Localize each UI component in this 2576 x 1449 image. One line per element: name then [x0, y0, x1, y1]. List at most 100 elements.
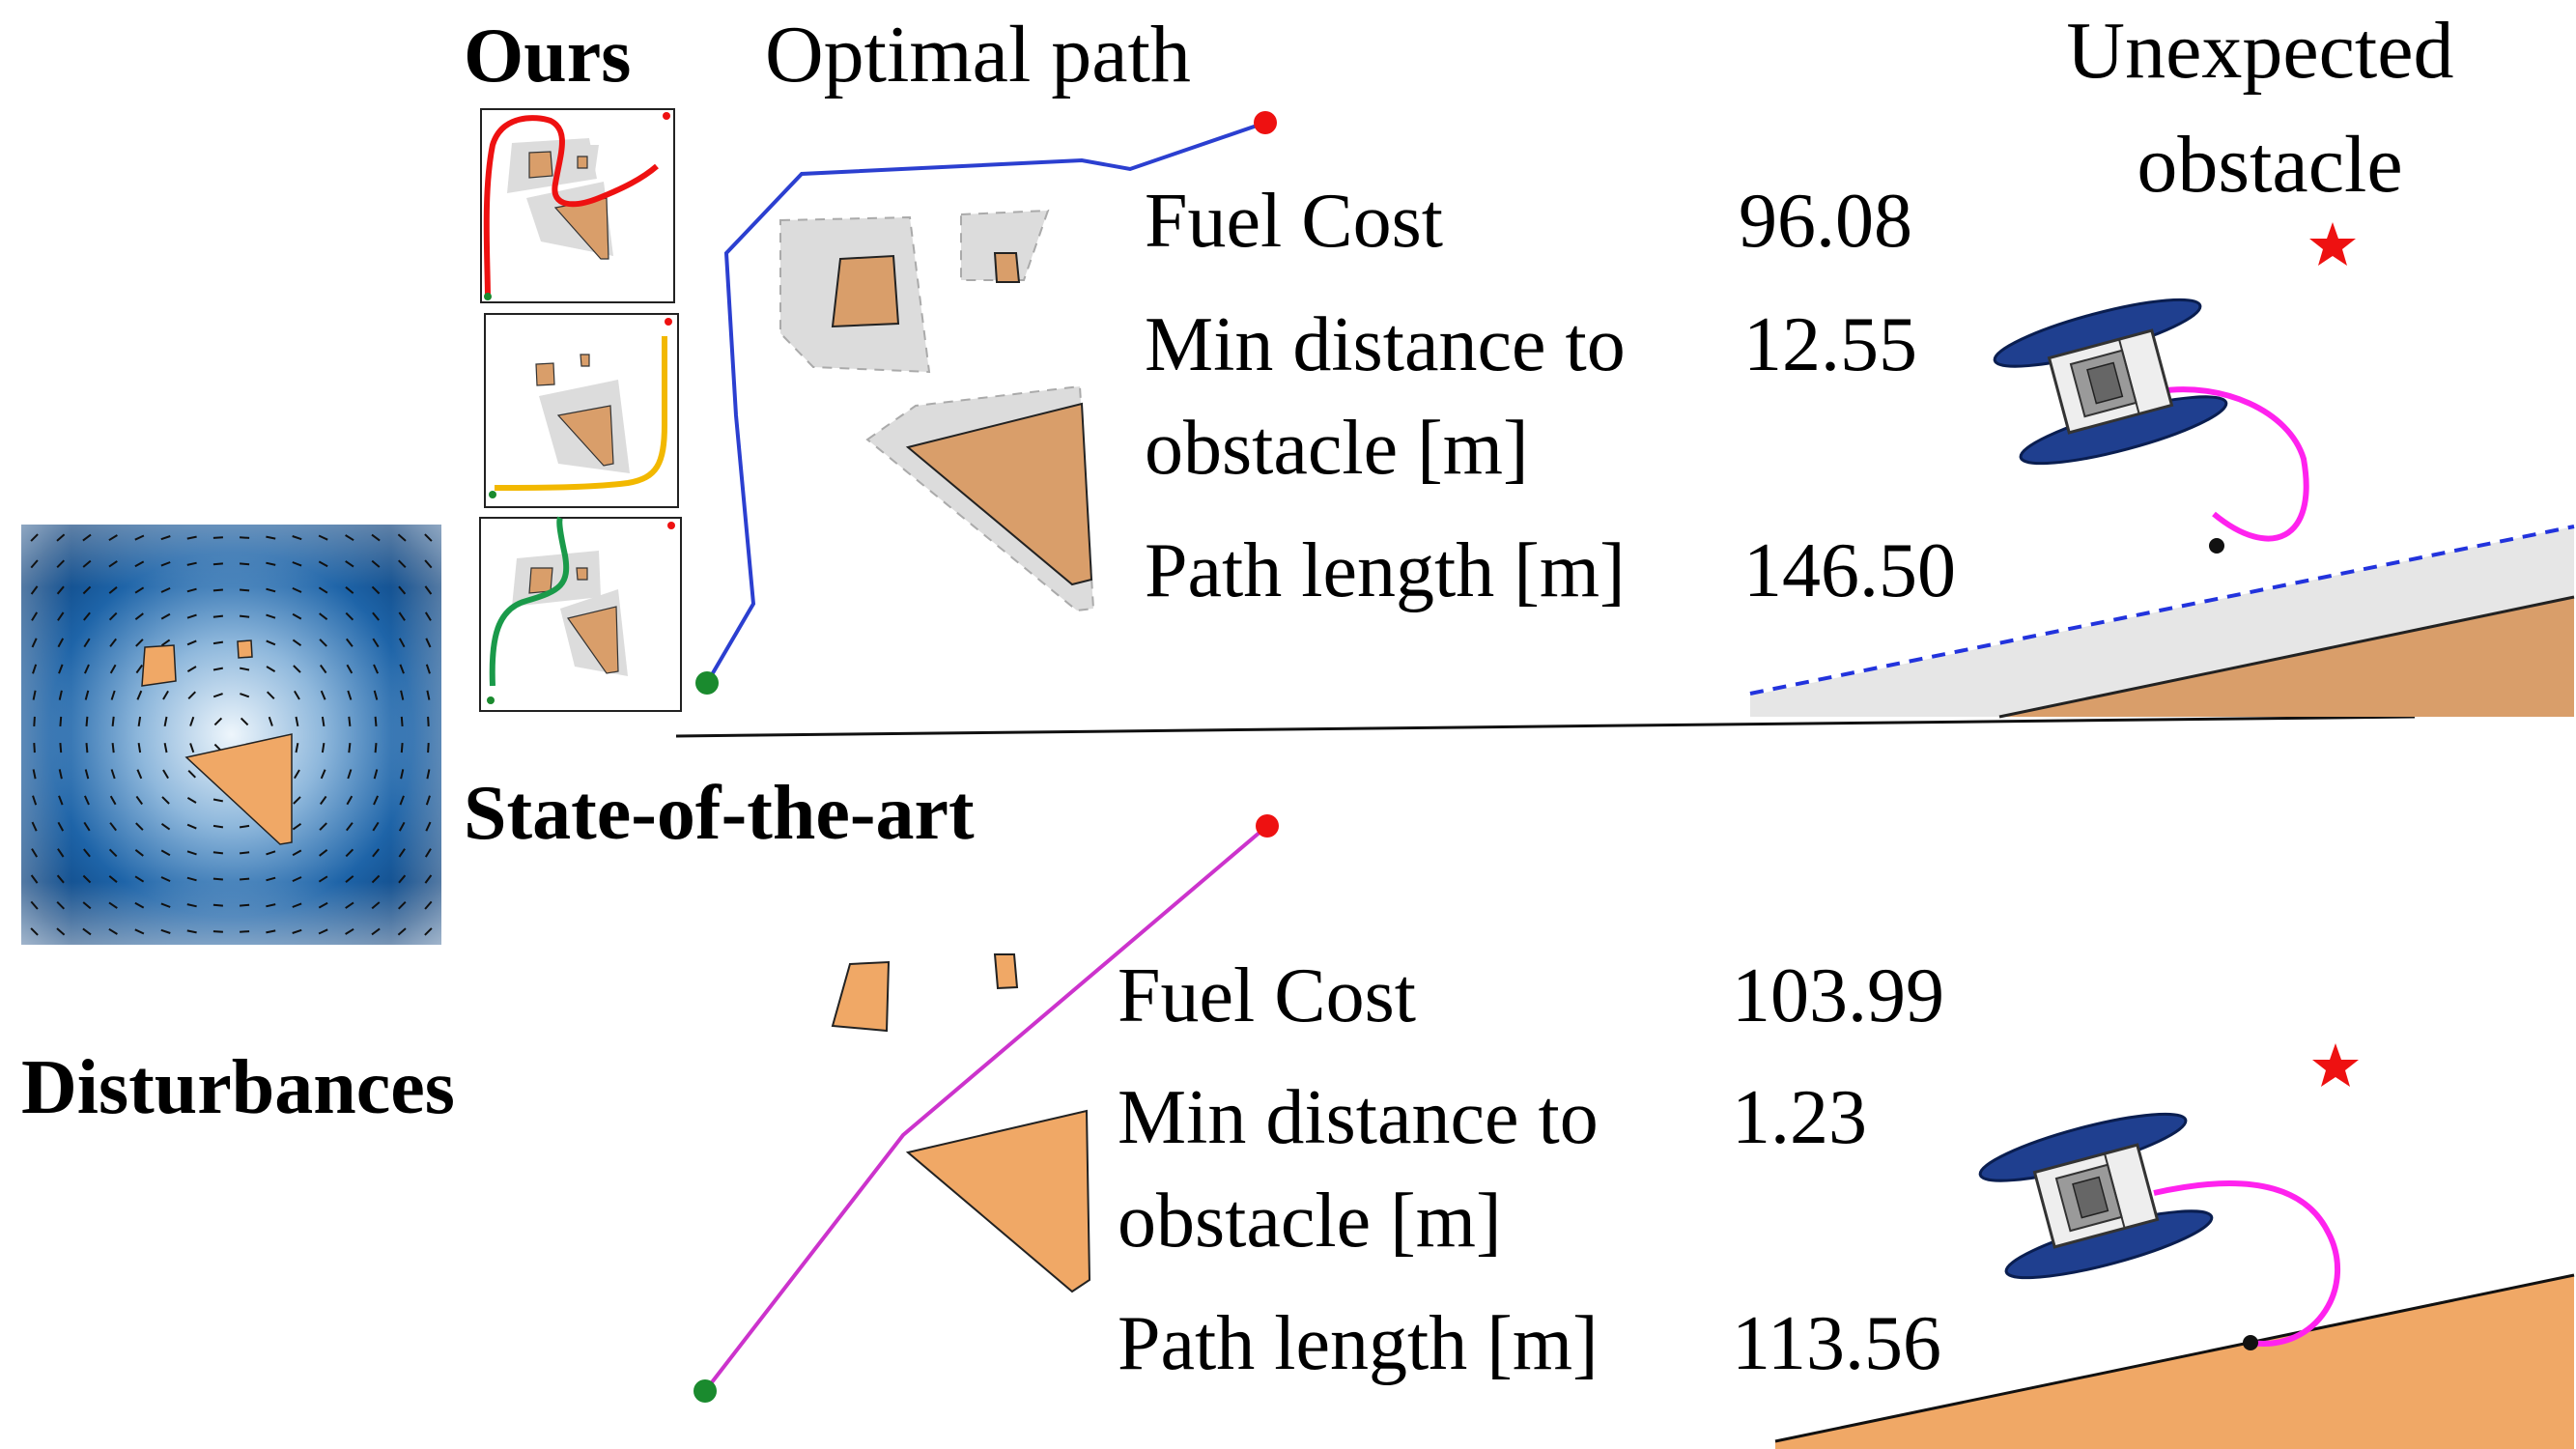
sota-robot-icon	[1978, 1112, 2214, 1280]
vector-arrow	[240, 562, 250, 566]
vector-arrow	[137, 716, 142, 727]
vector-arrow	[266, 876, 276, 882]
vector-arrow	[424, 900, 433, 910]
vector-arrow	[84, 769, 90, 780]
vector-arrow	[82, 585, 92, 595]
obstacle-small-1	[141, 644, 177, 687]
vector-arrow	[294, 769, 300, 780]
vector-arrow	[398, 821, 406, 832]
vector-arrow	[240, 877, 250, 881]
vector-arrow	[58, 795, 64, 806]
vector-arrow	[212, 877, 223, 881]
vector-arrow	[57, 638, 65, 648]
vector-arrow	[160, 612, 171, 620]
obstacle-3	[905, 402, 1093, 586]
vector-arrow	[239, 614, 250, 618]
vector-arrow	[318, 560, 328, 568]
vector-arrow	[30, 585, 39, 595]
vector-arrow	[427, 743, 430, 753]
vector-arrow	[374, 743, 378, 753]
vector-arrow	[397, 559, 407, 569]
vector-arrow	[425, 664, 431, 674]
vector-arrow	[163, 716, 168, 726]
ours-metrics-table: Fuel Cost 96.08 Min distance to 12.55 ob…	[1145, 179, 1956, 613]
sota-path-length-label: Path length [m]	[1118, 1301, 1599, 1386]
vector-arrow	[186, 666, 197, 672]
vector-arrow	[56, 559, 66, 569]
vector-arrow	[371, 585, 381, 595]
vector-arrow	[348, 716, 352, 727]
vector-arrow	[32, 795, 38, 806]
vector-arrow	[371, 874, 381, 884]
vector-arrow	[373, 795, 380, 806]
vector-arrow	[30, 533, 39, 542]
vector-arrow	[424, 874, 433, 884]
vector-arrow	[424, 848, 432, 858]
vector-arrow	[212, 851, 224, 855]
vector-arrow	[187, 691, 197, 700]
vector-arrow	[293, 665, 301, 673]
vector-arrow	[372, 821, 380, 832]
vector-arrow	[292, 876, 302, 883]
vector-arrow	[398, 638, 406, 648]
vector-arrow	[400, 743, 404, 753]
vector-arrow	[109, 638, 117, 647]
vector-arrow	[345, 534, 354, 542]
sota-min-distance-value: 1.23	[1732, 1075, 1867, 1160]
vector-arrow	[82, 559, 92, 568]
vector-arrow	[160, 902, 171, 908]
scenario-thumbnail-2	[484, 313, 679, 508]
vector-arrow	[187, 769, 197, 779]
vector-arrow	[266, 561, 276, 566]
vector-arrow	[372, 611, 380, 621]
vector-arrow	[292, 902, 302, 908]
vector-arrow	[186, 850, 197, 856]
vector-arrow	[320, 769, 326, 780]
sota-fuel-cost-value: 103.99	[1732, 953, 1944, 1038]
ours-label: Ours	[464, 14, 631, 99]
vector-arrow	[318, 534, 328, 541]
vector-arrow	[295, 716, 299, 726]
vector-arrow	[82, 874, 92, 884]
vector-arrow	[347, 769, 353, 780]
vector-arrow	[134, 612, 144, 620]
ours-min-distance-label-line1: Min distance to	[1145, 302, 1626, 387]
vector-arrow	[212, 667, 223, 671]
vector-arrow	[371, 901, 381, 910]
panel-divider	[675, 715, 2416, 738]
vector-arrow	[319, 822, 327, 831]
vector-arrow	[82, 901, 92, 910]
vector-arrow	[32, 664, 38, 674]
vector-arrow	[135, 795, 144, 806]
start-marker	[695, 671, 719, 695]
vector-arrow	[292, 639, 302, 647]
vector-arrow	[318, 875, 328, 883]
ours-min-distance-value: 12.55	[1743, 302, 1917, 387]
vector-arrow	[212, 640, 224, 645]
sota-fuel-cost-label: Fuel Cost	[1118, 953, 1416, 1038]
vector-arrow	[111, 742, 115, 753]
vector-arrow	[425, 821, 432, 832]
vector-arrow	[239, 824, 250, 829]
vector-arrow	[266, 639, 276, 646]
vector-arrow	[266, 691, 275, 700]
vector-arrow	[346, 664, 354, 674]
vector-arrow	[266, 903, 276, 908]
vector-arrow	[163, 743, 168, 753]
vector-arrow	[212, 903, 223, 907]
vector-arrow	[294, 690, 300, 700]
vector-arrow	[213, 717, 223, 726]
vector-arrow	[110, 690, 116, 700]
state-of-the-art-label: State-of-the-art	[464, 771, 975, 856]
vector-arrow	[186, 561, 197, 566]
vector-arrow	[186, 823, 197, 830]
vector-arrow	[186, 639, 197, 646]
vector-arrow	[136, 690, 143, 700]
vector-arrow	[371, 533, 381, 542]
vector-arrow	[345, 901, 354, 909]
vector-arrow	[266, 666, 276, 672]
vector-arrow	[373, 664, 380, 674]
unexpected-obstacle-label-line2: obstacle	[2137, 120, 2402, 210]
inflated-zone-2	[960, 209, 1050, 281]
vector-arrow	[160, 876, 171, 883]
